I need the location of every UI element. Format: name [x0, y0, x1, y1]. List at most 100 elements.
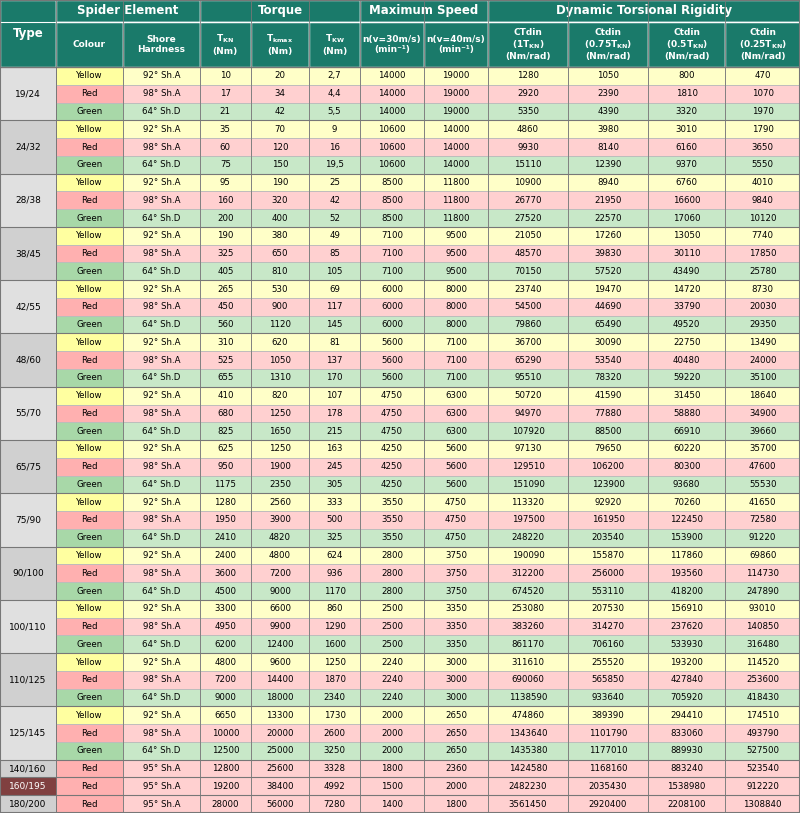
Bar [648, 263, 726, 280]
Text: Yellow: Yellow [76, 658, 102, 667]
Text: 94970: 94970 [514, 409, 542, 418]
Text: 2500: 2500 [381, 640, 403, 649]
Bar [488, 777, 568, 795]
Bar [726, 22, 800, 67]
Bar [122, 422, 200, 440]
Bar [488, 564, 568, 582]
Bar [0, 493, 56, 546]
Text: 861170: 861170 [511, 640, 545, 649]
Bar [310, 440, 360, 458]
Text: 98° Sh.A: 98° Sh.A [142, 355, 180, 364]
Text: 13050: 13050 [673, 232, 701, 241]
Bar [310, 174, 360, 191]
Text: 43490: 43490 [673, 267, 700, 276]
Bar [250, 724, 310, 742]
Text: n(v=40m/s)
(min⁻¹): n(v=40m/s) (min⁻¹) [426, 35, 486, 54]
Bar [310, 120, 360, 138]
Bar [488, 528, 568, 546]
Bar [360, 440, 424, 458]
Bar [568, 298, 648, 315]
Bar [488, 387, 568, 405]
Bar [488, 227, 568, 245]
Text: 98° Sh.A: 98° Sh.A [142, 409, 180, 418]
Bar [122, 85, 200, 102]
Bar [488, 174, 568, 191]
Bar [424, 156, 488, 174]
Bar [122, 245, 200, 263]
Text: 810: 810 [272, 267, 288, 276]
Bar [648, 102, 726, 120]
Bar [250, 564, 310, 582]
Bar [250, 333, 310, 351]
Text: 2390: 2390 [597, 89, 619, 98]
Text: 936: 936 [326, 569, 343, 578]
Bar [648, 458, 726, 476]
Bar [648, 440, 726, 458]
Bar [648, 280, 726, 298]
Bar [250, 67, 310, 85]
Text: 163: 163 [326, 445, 343, 454]
Text: 64° Sh.D: 64° Sh.D [142, 586, 181, 595]
Text: Yellow: Yellow [76, 338, 102, 347]
Text: Green: Green [76, 746, 102, 755]
Text: 1120: 1120 [269, 320, 291, 329]
Text: 21950: 21950 [594, 196, 622, 205]
Text: 1070: 1070 [752, 89, 774, 98]
Text: 92° Sh.A: 92° Sh.A [142, 72, 180, 80]
Text: Green: Green [76, 214, 102, 223]
Bar [488, 369, 568, 387]
Bar [310, 742, 360, 759]
Bar [726, 636, 800, 653]
Bar [56, 263, 122, 280]
Bar [122, 22, 200, 67]
Bar [200, 138, 250, 156]
Text: 4,4: 4,4 [328, 89, 342, 98]
Text: 4820: 4820 [269, 533, 291, 542]
Text: 54500: 54500 [514, 302, 542, 311]
Text: 22570: 22570 [594, 214, 622, 223]
Bar [488, 102, 568, 120]
Bar [250, 245, 310, 263]
Text: 655: 655 [217, 373, 234, 382]
Text: 2000: 2000 [445, 782, 467, 791]
Bar [122, 263, 200, 280]
Text: 88500: 88500 [594, 427, 622, 436]
Text: Red: Red [81, 728, 98, 737]
Text: 247890: 247890 [746, 586, 779, 595]
Bar [200, 174, 250, 191]
Text: 1250: 1250 [269, 445, 291, 454]
Text: 8000: 8000 [445, 302, 467, 311]
Text: 889930: 889930 [670, 746, 703, 755]
Text: 14000: 14000 [378, 107, 406, 116]
Bar [310, 387, 360, 405]
Text: 2360: 2360 [445, 764, 467, 773]
Text: 255520: 255520 [591, 658, 625, 667]
Text: 380: 380 [272, 232, 288, 241]
Text: 64° Sh.D: 64° Sh.D [142, 693, 181, 702]
Bar [56, 85, 122, 102]
Bar [200, 120, 250, 138]
Text: 14000: 14000 [442, 124, 470, 134]
Bar [250, 298, 310, 315]
Bar [568, 653, 648, 671]
Text: 98° Sh.A: 98° Sh.A [142, 622, 180, 631]
Bar [200, 511, 250, 528]
Bar [726, 422, 800, 440]
Bar [200, 689, 250, 706]
Text: 41650: 41650 [749, 498, 777, 506]
Bar [310, 706, 360, 724]
Text: 1538980: 1538980 [667, 782, 706, 791]
Text: 690060: 690060 [511, 676, 545, 685]
Bar [200, 706, 250, 724]
Text: 170: 170 [326, 373, 343, 382]
Bar [0, 706, 56, 759]
Bar [726, 351, 800, 369]
Bar [122, 759, 200, 777]
Text: 41590: 41590 [594, 391, 622, 400]
Bar [56, 564, 122, 582]
Text: 60: 60 [220, 142, 231, 151]
Bar [726, 440, 800, 458]
Text: 6000: 6000 [381, 320, 403, 329]
Text: 320: 320 [272, 196, 288, 205]
Text: 253600: 253600 [746, 676, 779, 685]
